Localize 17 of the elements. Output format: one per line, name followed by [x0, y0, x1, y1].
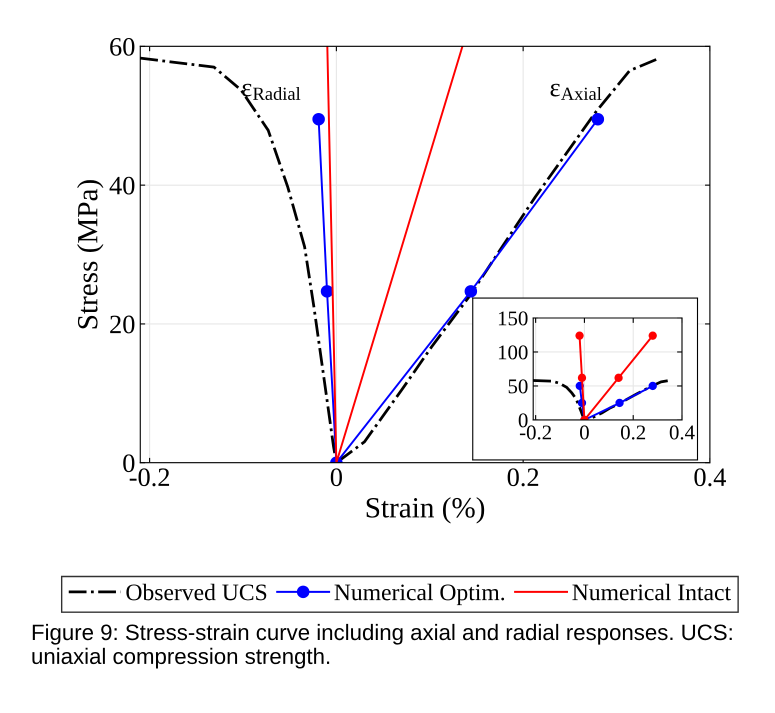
y-tick-label: 60: [110, 38, 134, 56]
legend-label: Numerical Intact: [572, 584, 731, 600]
y-tick-label: 40: [110, 176, 134, 195]
y-tick-label: 20: [110, 316, 134, 334]
point: [464, 285, 478, 298]
point: [320, 285, 334, 298]
x-tick-label: 0: [330, 468, 342, 486]
annotation: ε$_{Axial}$: [550, 84, 602, 100]
y-axis-title: Stress (MPa): [77, 180, 104, 328]
x-tick-label: 0.2: [508, 468, 538, 486]
legend-label: Numerical Optim.: [334, 584, 504, 606]
legend-label: Observed UCS: [126, 584, 266, 600]
point: [592, 112, 604, 126]
x-axis-title: Strain (%): [366, 497, 484, 524]
caption: Figure 9: Stress-strain curve including axial and radial responses. UCS: uniaxial compression strength.: [32, 624, 732, 669]
point: [312, 112, 325, 126]
x-tick-label: 0.4: [694, 468, 726, 486]
